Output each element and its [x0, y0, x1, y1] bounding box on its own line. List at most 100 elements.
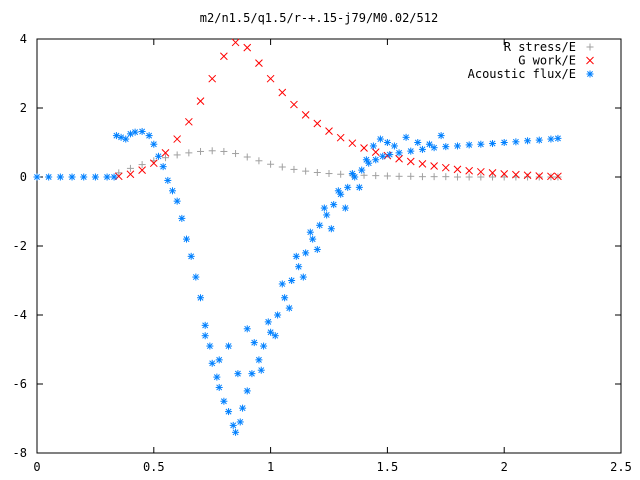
data-point: [418, 145, 426, 153]
data-point: [489, 140, 497, 148]
data-point: [145, 132, 153, 140]
data-point: [213, 373, 221, 381]
data-point: [201, 332, 209, 340]
data-point: [115, 169, 123, 177]
data-point: [407, 147, 415, 155]
data-point: [418, 160, 427, 168]
series-star: [33, 127, 562, 436]
data-point: [197, 147, 205, 155]
data-point: [161, 148, 170, 157]
legend-marker: [586, 43, 594, 51]
x-tick-label: 1.5: [377, 460, 399, 474]
data-point: [225, 342, 233, 350]
data-point: [290, 100, 298, 109]
data-point: [278, 280, 286, 288]
data-point: [313, 169, 321, 177]
data-point: [554, 172, 562, 181]
data-point: [126, 164, 134, 172]
data-point: [126, 170, 135, 179]
data-point: [441, 163, 450, 172]
data-point: [325, 170, 333, 178]
data-point: [278, 88, 287, 97]
data-point: [187, 252, 195, 260]
data-point: [126, 130, 134, 138]
data-point: [327, 225, 335, 233]
data-point: [500, 170, 509, 178]
data-point: [255, 157, 263, 165]
data-point: [183, 235, 191, 243]
data-point: [477, 140, 485, 148]
data-point: [232, 428, 240, 436]
data-point: [292, 252, 300, 260]
data-point: [232, 150, 240, 158]
data-point: [164, 176, 172, 184]
data-point: [56, 173, 64, 181]
data-point: [414, 139, 422, 146]
data-point: [122, 135, 130, 143]
data-point: [267, 328, 275, 336]
data-point: [266, 74, 275, 83]
data-point: [215, 383, 223, 391]
data-point: [250, 339, 258, 347]
y-tick-label: 0: [20, 170, 27, 184]
data-point: [161, 154, 169, 162]
data-point: [437, 132, 445, 140]
data-point: [255, 59, 263, 68]
data-point: [208, 147, 216, 155]
data-point: [390, 142, 398, 150]
data-point: [220, 52, 228, 61]
data-point: [512, 138, 520, 146]
plot-frame: [36, 38, 622, 454]
data-point: [442, 173, 450, 181]
data-point: [68, 173, 76, 181]
data-point: [334, 187, 342, 195]
data-point: [406, 157, 415, 166]
data-point: [348, 139, 357, 148]
data-point: [197, 294, 205, 302]
data-point: [383, 139, 391, 146]
data-point: [103, 173, 111, 181]
data-point: [465, 166, 474, 175]
data-point: [336, 133, 345, 142]
data-point: [330, 201, 338, 209]
data-point: [196, 97, 205, 105]
data-point: [299, 273, 307, 281]
x-tick-label: 0: [33, 460, 40, 474]
data-point: [313, 119, 322, 128]
y-tick-label: -8: [13, 446, 27, 460]
data-point: [278, 163, 286, 171]
data-point: [524, 137, 532, 145]
data-point: [395, 154, 403, 163]
data-point: [243, 43, 252, 52]
data-point: [453, 142, 461, 150]
data-point: [524, 173, 532, 181]
data-point: [369, 142, 377, 150]
data-point: [150, 140, 158, 148]
data-point: [358, 166, 366, 174]
data-point: [386, 151, 394, 159]
data-point: [192, 273, 200, 281]
series-cross: [114, 38, 562, 181]
data-point: [535, 136, 543, 144]
data-point: [159, 163, 167, 171]
legend-label: Acoustic flux/E: [468, 67, 576, 81]
y-tick-label: -4: [13, 308, 27, 322]
data-point: [372, 156, 380, 164]
data-point: [500, 173, 508, 181]
legend-marker: [586, 70, 594, 78]
data-point: [173, 197, 181, 205]
data-point: [535, 172, 544, 180]
data-point: [371, 148, 380, 157]
data-point: [453, 165, 462, 174]
data-point: [316, 221, 324, 229]
y-tick-label: 2: [20, 101, 27, 115]
data-point: [418, 173, 426, 181]
data-point: [465, 141, 473, 149]
data-point: [274, 311, 282, 319]
data-point: [295, 263, 303, 271]
data-point: [465, 173, 473, 181]
data-point: [138, 161, 146, 169]
data-point: [229, 421, 237, 429]
data-point: [323, 211, 331, 219]
data-point: [489, 173, 497, 181]
